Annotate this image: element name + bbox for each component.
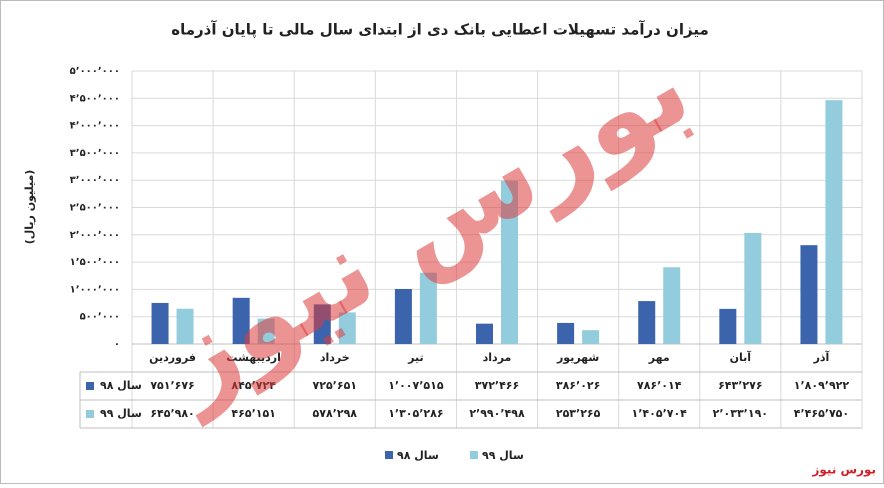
bar [744,232,762,344]
bar [557,322,575,344]
y-tick-label: ۱٬۵۰۰٬۰۰۰ [70,257,120,268]
table-value: ۲۵۳٬۲۶۵ [556,407,601,420]
bar [582,330,600,344]
table-value: ۱٬۴۰۵٬۷۰۴ [632,407,688,420]
table-value: ۷۸۶٬۰۱۴ [637,379,682,392]
x-tick-label: اردیبهشت [226,351,280,364]
table-value: ۸۴۵٬۷۲۴ [231,379,276,392]
table-series-name: سال ۹۸ [100,379,142,392]
table-legend-key [86,410,94,418]
y-tick-label: ۲٬۵۰۰٬۰۰۰ [70,203,120,214]
bar [419,272,437,344]
y-tick-label: ۳٬۰۰۰٬۰۰۰ [70,175,120,186]
x-tick-label: فروردین [149,351,196,364]
y-tick-label: ۱٬۰۰۰٬۰۰۰ [70,284,120,295]
table-value: ۷۵۱٬۶۷۶ [150,379,194,392]
bar [501,180,518,344]
table-value: ۲٬۰۳۳٬۱۹۰ [713,407,768,420]
bar [719,308,737,344]
table-value: ۶۴۳٬۲۷۶ [718,379,762,392]
y-tick-label: ۵۰۰٬۰۰۰ [80,312,120,323]
x-tick-label: مرداد [483,351,512,364]
bar [638,301,656,344]
bar [476,323,493,344]
table-value: ۵۷۸٬۲۹۸ [313,407,358,420]
bar [313,304,331,344]
legend-label: سال ۹۸ [397,449,439,462]
y-tick-label: ۴٬۵۰۰٬۰۰۰ [70,93,120,104]
table-value: ۶۴۵٬۹۸۰ [150,407,194,420]
bar [232,297,250,344]
bar [338,312,356,344]
table-legend-key [86,382,94,390]
bar [257,318,275,344]
y-axis-label: (میلیون ریال) [23,170,36,245]
bar [394,288,412,344]
y-tick-label: ۲٬۰۰۰٬۰۰۰ [70,230,120,241]
table-value: ۴۶۵٬۱۵۱ [231,407,275,420]
table-value: ۳۷۲٬۴۶۶ [475,379,519,392]
table-value: ۱٬۸۰۹٬۹۲۲ [794,379,850,392]
bar [663,267,681,344]
bar [151,302,169,344]
table-value: ۴٬۴۶۵٬۷۵۰ [794,407,849,420]
x-tick-label: تیر [407,351,423,364]
y-tick-label: ۵٬۰۰۰٬۰۰۰ [70,66,120,77]
table-value: ۳۸۶٬۰۲۶ [556,379,600,392]
x-tick-label: خرداد [320,351,350,364]
table-value: ۱٬۰۰۷٬۵۱۵ [388,379,444,392]
table-series-name: سال ۹۹ [100,407,142,420]
x-tick-label: شهریور [556,351,599,364]
y-tick-label: ۴٬۰۰۰٬۰۰۰ [70,121,120,132]
y-tick-label: ۳٬۵۰۰٬۰۰۰ [70,148,120,159]
legend-label: سال ۹۹ [482,449,524,462]
legend-key [385,451,393,459]
table-value: ۷۲۵٬۶۵۱ [313,379,357,392]
bar [176,308,194,344]
table-value: ۲٬۹۹۰٬۴۹۸ [469,407,525,420]
x-tick-label: مهر [648,351,670,364]
table-value: ۱٬۳۰۵٬۲۸۶ [388,407,443,420]
x-tick-label: آبان [730,350,752,364]
legend-key [470,451,478,459]
source: بورس نیوز [811,463,876,478]
x-tick-label: آذر [813,350,830,364]
bar [800,245,818,344]
chart-title: میزان درآمد تسهیلات اعطایی بانک دی از اب… [171,21,709,40]
bar [825,100,843,345]
y-tick-label: ۰ [114,339,120,350]
